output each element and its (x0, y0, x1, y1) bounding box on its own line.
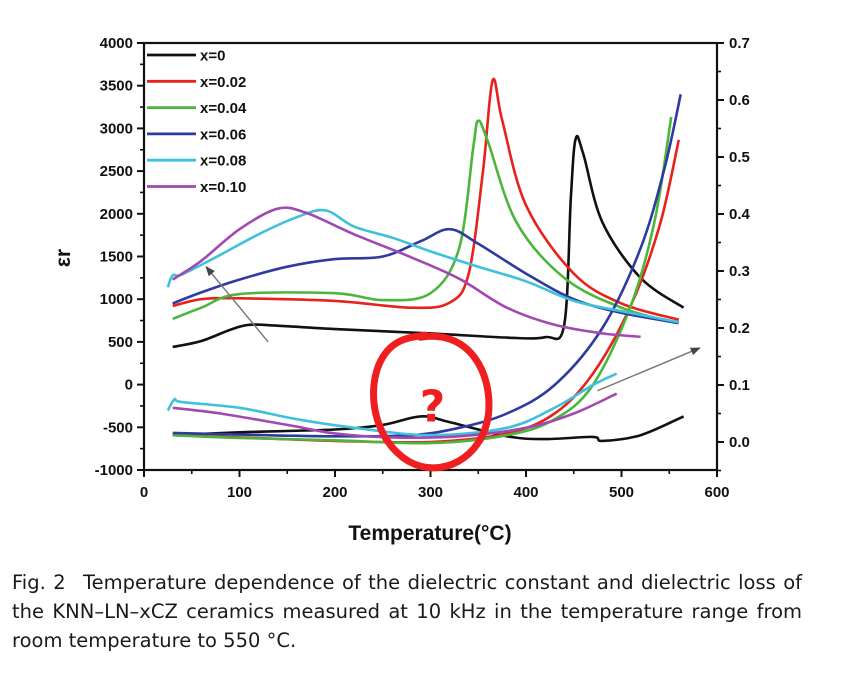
handwritten-circle (370, 331, 493, 472)
y-axis-right: 0.7 0.6 0.5 0.4 0.3 0.2 0.1 0.0 (717, 35, 751, 472)
x-tick-label: 400 (513, 484, 538, 501)
x-tick-label: 300 (418, 484, 443, 501)
series-loss-x-0-06 (172, 94, 682, 438)
x-tick-label: 600 (704, 484, 729, 501)
x-tick-label: 200 (322, 484, 347, 501)
x-tick-label: 100 (227, 484, 252, 501)
x-tick-label: 500 (609, 484, 634, 501)
trend-arrow (205, 265, 269, 343)
y2-tick-label: 0.0 (729, 434, 750, 451)
series-permittivity-x-0-06 (172, 227, 680, 325)
y2-tick-label: 0.2 (729, 320, 750, 337)
dielectric-chart: 0 100 200 300 400 500 600 4000 3500 3000 2500 2000… (52, 35, 751, 545)
trend-arrow (597, 347, 701, 392)
series-loss-x-0-08 (166, 372, 618, 437)
y-axis-left: 4000 3500 3000 2500 2000 1500 1000 500 0 -500 -100… (95, 35, 144, 479)
y-tick-label: 4000 (100, 35, 133, 52)
legend-label: x=0.04 (200, 100, 247, 117)
y-tick-label: 3000 (100, 120, 133, 137)
legend-label: x=0.06 (200, 126, 246, 143)
x-tick-label: 0 (140, 484, 148, 501)
legend-label: x=0.08 (200, 153, 246, 170)
y2-tick-label: 0.1 (729, 377, 750, 394)
y-tick-label: 500 (108, 334, 133, 351)
y2-tick-label: 0.7 (729, 35, 750, 52)
y-tick-label: -1000 (95, 462, 133, 479)
series-permittivity-x-0-08 (166, 208, 680, 324)
series-loss-x-0-04 (172, 116, 673, 445)
y2-tick-label: 0.6 (729, 92, 750, 109)
series-group (166, 77, 685, 445)
y-tick-label: 1500 (100, 249, 133, 266)
series-permittivity-x-0-10 (171, 206, 641, 339)
y-tick-label: 1000 (100, 291, 133, 308)
annotations: ? (205, 265, 701, 472)
caption-label: Fig. 2 (12, 571, 66, 594)
handwritten-question-mark: ? (420, 381, 446, 432)
y-axis-title: εr (52, 249, 75, 267)
y-tick-label: 2000 (100, 206, 133, 223)
y-tick-label: 3500 (100, 78, 133, 95)
x-axis-title: Temperature(°C) (348, 522, 511, 545)
legend-label: x=0.02 (200, 74, 246, 91)
legend: x=0 x=0.02 x=0.04 x=0.06 x=0.08 x=0.10 (147, 48, 247, 196)
series-permittivity-x-0-04 (172, 119, 678, 325)
caption-text: Temperature dependence of the dielectric… (12, 571, 803, 652)
legend-label: x=0 (200, 48, 225, 65)
series-permittivity-x-0 (172, 134, 685, 349)
y-tick-label: 0 (125, 377, 133, 394)
legend-label: x=0.10 (200, 179, 246, 196)
series-loss-x-0-10 (172, 392, 618, 439)
series-permittivity-x-0-02 (172, 77, 680, 321)
y-tick-label: -500 (103, 419, 133, 436)
y2-tick-label: 0.4 (729, 206, 751, 223)
figure-caption: Fig. 2 Temperature dependence of the die… (12, 568, 802, 655)
x-axis: 0 100 200 300 400 500 600 (140, 470, 730, 501)
y-tick-label: 2500 (100, 163, 133, 180)
y2-tick-label: 0.5 (729, 149, 750, 166)
y2-tick-label: 0.3 (729, 263, 750, 280)
